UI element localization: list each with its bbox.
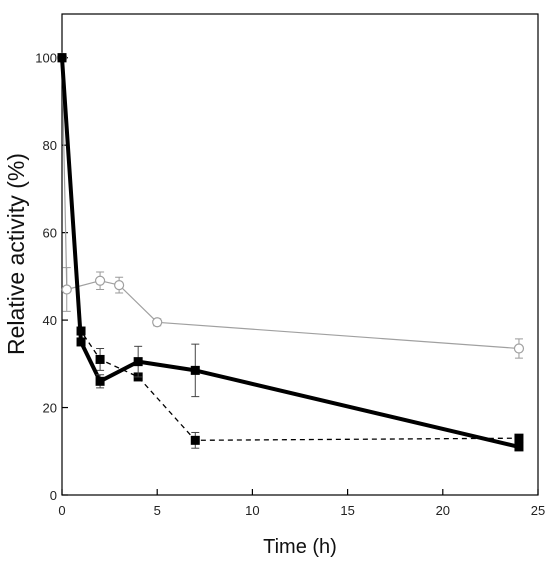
series-line: [61, 57, 520, 350]
series-1: [57, 53, 524, 452]
y-tick-label: 80: [43, 138, 57, 153]
data-point: [152, 317, 163, 328]
data-point: [190, 435, 200, 445]
series-3: [56, 52, 525, 359]
y-tick-label: 20: [43, 401, 57, 416]
data-point: [95, 354, 105, 364]
series-line: [61, 57, 520, 441]
x-tick-label: 0: [58, 503, 65, 518]
x-axis: 0 5 10 15 20 25: [58, 489, 545, 518]
series-layer: [56, 52, 525, 452]
data-point: [513, 343, 525, 354]
data-point: [133, 357, 143, 367]
data-point: [57, 53, 67, 63]
series-2: [57, 53, 524, 449]
x-tick-label: 25: [531, 503, 545, 518]
data-point: [114, 280, 125, 291]
data-point: [94, 275, 106, 286]
x-tick-label: 10: [245, 503, 259, 518]
data-point: [514, 433, 524, 443]
plot-frame: [61, 13, 539, 496]
x-tick-label: 20: [436, 503, 450, 518]
y-tick-label: 40: [43, 313, 57, 328]
x-tick-label: 5: [154, 503, 161, 518]
series-line: [60, 57, 520, 449]
y-axis-title: Relative activity (%): [3, 153, 29, 355]
data-point: [514, 442, 524, 452]
y-tick-label: 60: [43, 226, 57, 241]
y-tick-label: 100: [35, 51, 57, 66]
data-point: [61, 284, 72, 295]
y-tick-label: 0: [50, 488, 57, 503]
x-axis-title: Time (h): [263, 536, 337, 558]
data-point: [76, 337, 86, 347]
data-point: [190, 365, 200, 375]
x-tick-label: 15: [340, 503, 354, 518]
data-point: [95, 376, 105, 386]
